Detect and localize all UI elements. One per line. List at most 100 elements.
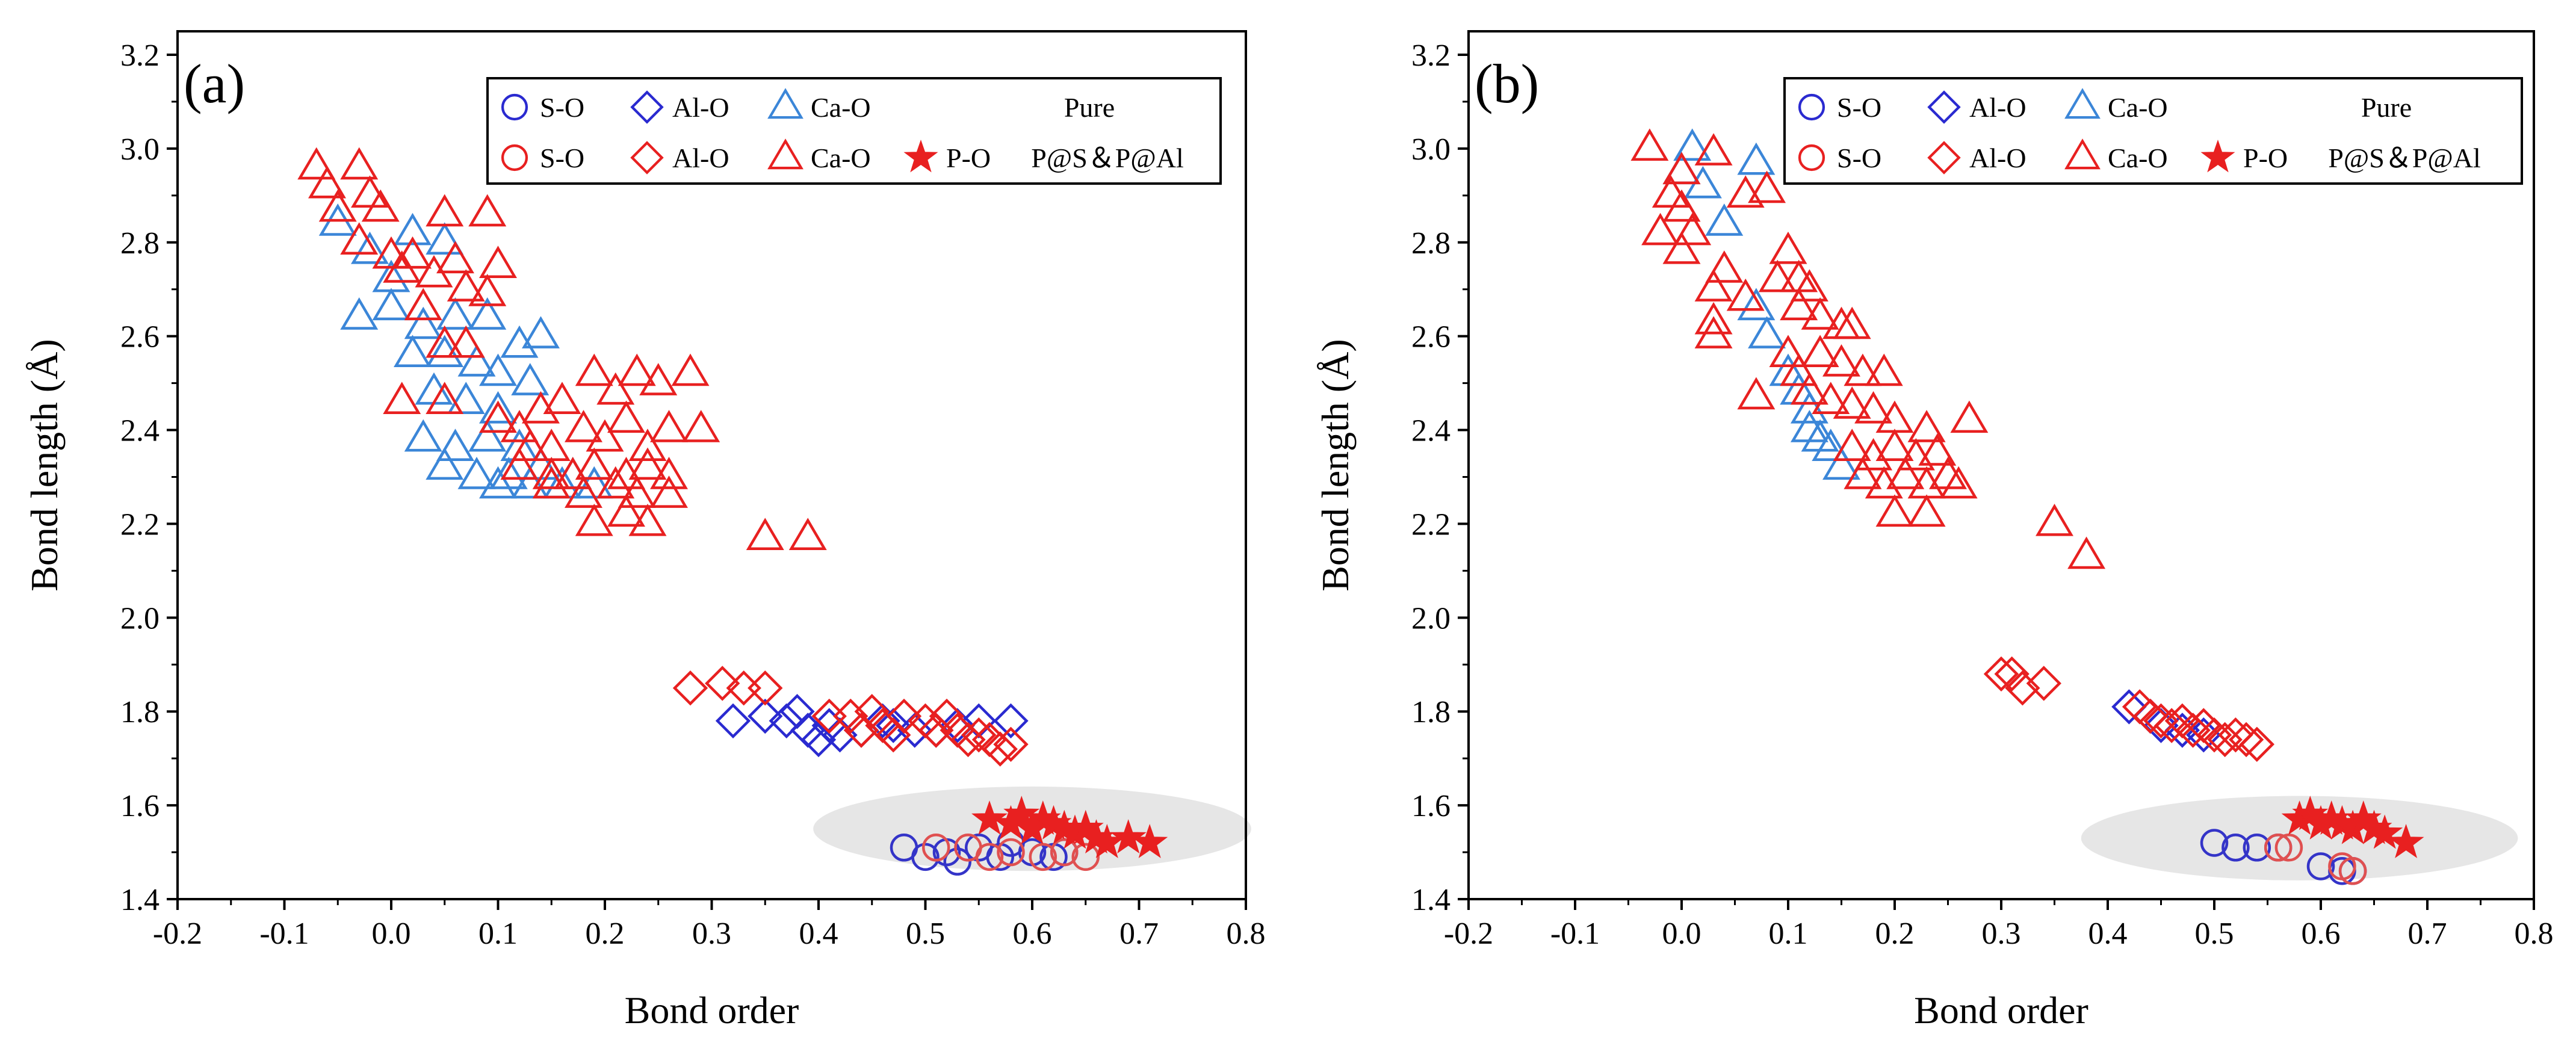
data-point xyxy=(961,717,997,753)
x-tick-label: 0.8 xyxy=(2515,917,2554,951)
data-point xyxy=(1790,391,1828,424)
data-point xyxy=(628,503,667,536)
data-point xyxy=(607,400,645,433)
series-pure-ca-o xyxy=(318,203,613,499)
legend-label: S-O xyxy=(540,143,584,173)
data-point xyxy=(586,419,624,452)
legend-label: Ca-O xyxy=(2108,92,2168,123)
data-point xyxy=(447,325,485,358)
legend-marker xyxy=(1927,90,1961,124)
legend-group-label: Pure xyxy=(2361,92,2412,123)
legend-marker xyxy=(501,144,528,172)
data-point xyxy=(479,353,517,386)
data-point xyxy=(1662,189,1701,222)
data-point xyxy=(1652,175,1690,208)
x-tick-label: 0.6 xyxy=(1013,917,1052,951)
data-point xyxy=(993,726,1029,762)
legend-label: Al-O xyxy=(672,92,729,123)
data-point xyxy=(457,457,496,489)
data-point xyxy=(1865,353,1903,386)
data-point xyxy=(468,194,507,227)
legend-label: S-O xyxy=(1837,92,1881,123)
data-point xyxy=(1865,466,1903,499)
data-point xyxy=(468,419,507,452)
data-point xyxy=(2005,670,2040,706)
legend-group-label: Pure xyxy=(1064,92,1115,123)
data-point xyxy=(383,250,421,283)
data-point xyxy=(1854,438,1893,471)
series-p-s-p-al-ca-o xyxy=(1630,128,2106,569)
data-point xyxy=(1801,419,1839,452)
data-point xyxy=(607,494,645,527)
data-point xyxy=(1790,410,1828,442)
x-tick-label: 0.8 xyxy=(1227,917,1266,951)
series-p-s-p-al-ca-o xyxy=(297,147,827,551)
data-point xyxy=(479,466,517,499)
x-tick-label: 0.0 xyxy=(372,917,411,951)
legend-marker xyxy=(2064,138,2101,170)
data-point xyxy=(971,800,1008,835)
data-point xyxy=(1726,175,1765,208)
data-point xyxy=(1737,142,1776,175)
data-point xyxy=(769,703,804,738)
y-tick-label: 2.2 xyxy=(1411,507,1451,542)
y-tick-label: 3.2 xyxy=(1411,39,1451,73)
data-point xyxy=(447,269,485,302)
x-tick-label: -0.1 xyxy=(259,917,309,951)
data-point xyxy=(1694,302,1733,335)
data-point xyxy=(1132,823,1168,858)
data-point xyxy=(1790,269,1828,302)
data-point xyxy=(833,698,868,734)
data-point xyxy=(2388,823,2424,858)
data-point xyxy=(1694,316,1733,348)
data-point xyxy=(426,335,464,368)
x-axis-label: Bond order xyxy=(1914,989,2088,1032)
data-point xyxy=(522,316,560,348)
data-point xyxy=(1918,433,1957,466)
data-point xyxy=(2243,834,2271,862)
data-point xyxy=(639,363,678,395)
y-tick-label: 2.2 xyxy=(120,507,159,542)
x-tick-label: 0.2 xyxy=(586,917,625,951)
highlight-ellipse xyxy=(2081,796,2518,880)
data-point xyxy=(1673,128,1712,161)
data-point xyxy=(1886,457,1925,489)
data-point xyxy=(426,447,464,480)
data-point xyxy=(2111,689,2147,725)
y-tick-label: 2.8 xyxy=(120,226,159,261)
x-tick-label: -0.2 xyxy=(153,917,202,951)
legend-marker xyxy=(903,139,938,173)
series-p-s-p-al-s-o xyxy=(922,834,1100,871)
legend-marker xyxy=(767,88,803,119)
data-point xyxy=(511,363,550,395)
legend-marker xyxy=(630,90,664,124)
data-point xyxy=(372,236,410,269)
data-point xyxy=(2132,698,2168,734)
data-point xyxy=(1833,386,1871,419)
data-point xyxy=(618,475,656,508)
x-tick-label: 0.0 xyxy=(1662,917,1701,951)
data-point xyxy=(436,241,474,274)
data-point xyxy=(779,694,815,729)
data-point xyxy=(1673,212,1712,246)
data-point xyxy=(671,353,710,386)
legend-marker xyxy=(1798,93,1825,121)
data-point xyxy=(351,231,389,264)
y-tick-label: 3.0 xyxy=(1411,132,1451,167)
data-point xyxy=(1694,133,1733,166)
data-point xyxy=(500,410,539,442)
data-point xyxy=(1812,429,1850,461)
legend-label: Al-O xyxy=(1969,143,2026,173)
data-point xyxy=(565,475,602,508)
data-point xyxy=(943,847,971,876)
x-tick-label: 0.5 xyxy=(2195,917,2234,951)
data-point xyxy=(1822,447,1860,480)
data-point xyxy=(1875,400,1914,433)
data-point xyxy=(457,344,496,377)
data-point xyxy=(383,382,421,415)
data-point xyxy=(982,731,1018,767)
chart-panel-a: -0.2 -0.1 0.0 0.1 0.2 0.3 0.4 0.5 0.6 0.7 0.8 1.4 1.… xyxy=(23,30,1266,1032)
data-point xyxy=(607,457,645,489)
data-point xyxy=(1780,353,1818,386)
y-tick-label: 2.6 xyxy=(1411,320,1451,354)
